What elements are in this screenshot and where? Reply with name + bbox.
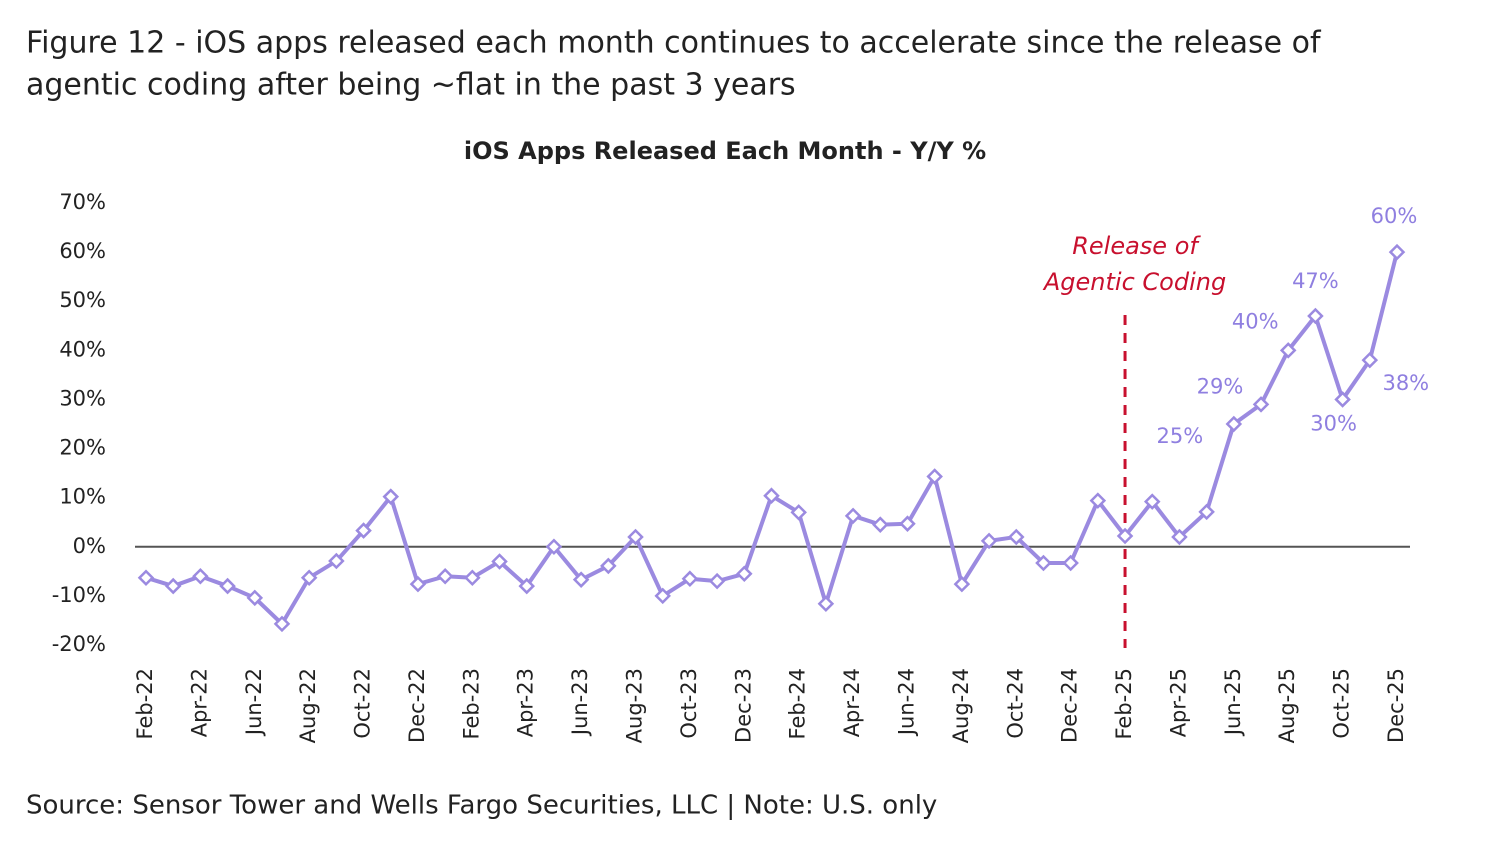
marker [600, 557, 617, 575]
marker [953, 575, 971, 593]
marker [1307, 307, 1324, 325]
x-tick-label: Apr-22 [187, 668, 211, 737]
x-tick-label: Feb-23 [459, 668, 483, 739]
x-tick-label: Aug-25 [1275, 668, 1299, 743]
annotation-text: Agentic Coding [1042, 268, 1226, 296]
x-tick-label: Oct-24 [1003, 668, 1027, 739]
marker [219, 577, 236, 595]
figure-title: Figure 12 - iOS apps released each month… [26, 26, 1322, 61]
marker [164, 577, 182, 595]
y-tick-label: -20% [52, 632, 106, 656]
y-tick-label: 70% [59, 190, 106, 214]
x-tick-label: Apr-23 [514, 668, 538, 737]
marker [926, 468, 943, 485]
x-tick-label: Aug-22 [296, 668, 320, 743]
data-label: 29% [1197, 374, 1244, 398]
x-tick-label: Feb-22 [133, 668, 157, 739]
marker [491, 553, 508, 570]
marker [1035, 554, 1052, 572]
data-label: 38% [1382, 371, 1429, 395]
marker [654, 587, 671, 605]
x-tick-label: Aug-24 [949, 668, 973, 743]
x-tick-label: Jun-24 [894, 668, 918, 737]
x-tick-label: Feb-25 [1112, 668, 1136, 739]
x-tick-label: Dec-23 [731, 668, 755, 743]
marker [1334, 391, 1351, 408]
marker [518, 577, 536, 595]
x-tick-label: Feb-24 [786, 668, 810, 739]
marker [899, 515, 916, 532]
x-tick-label: Dec-24 [1058, 668, 1082, 743]
marker [1388, 243, 1406, 261]
marker [844, 507, 862, 525]
data-label: 40% [1232, 309, 1279, 333]
y-tick-label: 50% [59, 288, 106, 312]
marker [328, 552, 345, 570]
marker [1252, 396, 1270, 413]
marker [436, 567, 454, 585]
x-tick-label: Oct-23 [677, 668, 701, 739]
marker [1198, 503, 1215, 521]
marker [708, 572, 726, 590]
marker [980, 532, 998, 550]
marker [1279, 342, 1297, 359]
marker [192, 567, 209, 585]
x-tick-label: Jun-25 [1221, 668, 1245, 737]
marker [273, 615, 291, 633]
marker [382, 488, 400, 505]
y-tick-label: 10% [59, 485, 106, 509]
marker [246, 589, 264, 607]
marker [1089, 492, 1107, 509]
data-label: 47% [1292, 269, 1339, 293]
y-tick-label: 30% [59, 386, 106, 410]
x-tick-label: Dec-25 [1384, 668, 1408, 743]
marker [1143, 493, 1161, 510]
y-tick-label: -10% [52, 583, 106, 607]
annotation-text: Release of [1072, 232, 1201, 260]
data-label: 25% [1156, 424, 1203, 448]
marker [627, 528, 644, 546]
marker [1007, 528, 1025, 546]
marker [872, 516, 889, 533]
x-tick-label: Jun-23 [568, 668, 592, 737]
marker [1225, 415, 1243, 433]
data-label: 30% [1310, 411, 1357, 435]
data-label: 60% [1371, 204, 1418, 228]
marker [572, 571, 590, 588]
chart-title: iOS Apps Released Each Month - Y/Y % [464, 137, 986, 165]
x-tick-label: Apr-24 [840, 668, 864, 737]
marker [137, 569, 155, 586]
y-tick-label: 0% [73, 534, 106, 558]
figure-title: agentic coding after being ~flat in the … [26, 68, 796, 103]
x-tick-label: Dec-22 [405, 668, 429, 743]
x-tick-label: Jun-22 [242, 668, 266, 737]
series-line [145, 251, 1399, 626]
marker [300, 569, 318, 586]
marker [545, 538, 563, 556]
x-tick-label: Apr-25 [1166, 668, 1190, 737]
y-tick-label: 20% [59, 436, 106, 460]
marker [763, 487, 780, 504]
marker [736, 565, 753, 583]
x-tick-label: Oct-22 [351, 668, 375, 739]
source: Source: Sensor Tower and Wells Fargo Sec… [26, 791, 937, 821]
marker [1361, 351, 1379, 369]
marker [1171, 528, 1188, 546]
x-tick-label: Aug-23 [623, 668, 647, 743]
marker [1062, 554, 1079, 572]
marker [409, 575, 427, 593]
marker [817, 595, 835, 613]
marker [355, 522, 372, 539]
y-tick-label: 40% [59, 337, 106, 361]
x-tick-label: Oct-25 [1330, 668, 1354, 739]
marker [464, 569, 481, 586]
y-tick-label: 60% [59, 239, 106, 263]
marker [681, 570, 699, 587]
marker [1116, 527, 1134, 545]
marker [790, 504, 807, 521]
